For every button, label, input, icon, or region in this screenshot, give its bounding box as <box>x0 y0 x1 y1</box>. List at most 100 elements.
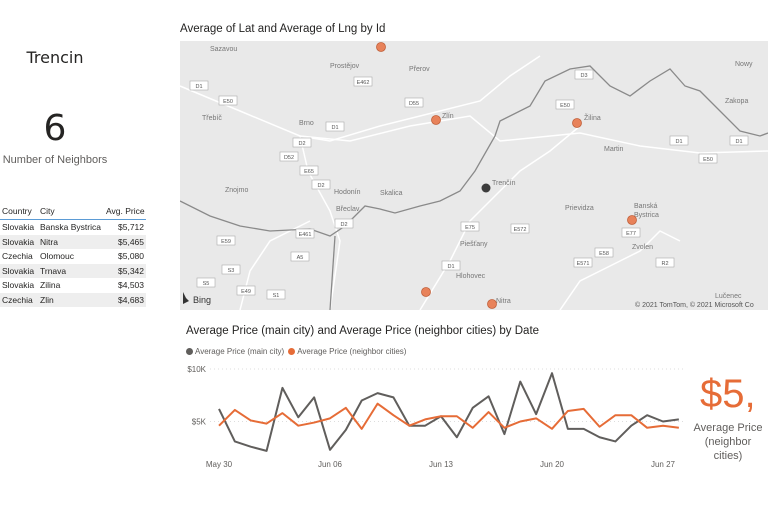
header-city[interactable]: City <box>40 206 55 216</box>
data-point[interactable] <box>359 426 365 432</box>
main-city-marker[interactable] <box>481 183 491 193</box>
road-shield: E50 <box>218 95 238 106</box>
neighbor-city-marker[interactable] <box>627 215 637 225</box>
data-point[interactable] <box>375 390 381 396</box>
data-point[interactable] <box>565 426 571 432</box>
road-shield: D3 <box>574 69 594 80</box>
data-point[interactable] <box>549 370 555 376</box>
svg-text:E462: E462 <box>357 80 370 86</box>
data-point[interactable] <box>533 415 539 421</box>
data-point[interactable] <box>549 426 555 432</box>
kpi-value: $5, <box>700 372 756 416</box>
data-point[interactable] <box>390 412 396 418</box>
line-chart-title: Average Price (main city) and Average Pr… <box>186 325 540 337</box>
data-point[interactable] <box>359 398 365 404</box>
data-point[interactable] <box>216 406 222 412</box>
data-point[interactable] <box>279 410 285 416</box>
neighbors-table: Country City Avg. Price Slovakia Banska B… <box>0 203 146 307</box>
header-country[interactable]: Country <box>2 206 32 216</box>
neighbor-city-marker[interactable] <box>376 42 386 52</box>
table-row[interactable]: Slovakia Banska Bystrica $5,712 <box>0 220 146 235</box>
data-point[interactable] <box>216 423 222 429</box>
map[interactable]: Sazavou Prostějov Přerov Třebíč Brno Zlín Žili… <box>179 41 768 311</box>
data-point[interactable] <box>311 420 317 426</box>
data-point[interactable] <box>454 434 460 440</box>
series-line-main[interactable] <box>218 372 679 452</box>
road-shield: E65 <box>299 165 319 176</box>
map-place-label: Lučenec <box>715 293 742 300</box>
data-point[interactable] <box>438 413 444 419</box>
data-point[interactable] <box>295 423 301 429</box>
road-shield: E59 <box>216 235 236 246</box>
table-row[interactable]: Slovakia Trnava $5,342 <box>0 263 146 278</box>
svg-text:E572: E572 <box>514 227 527 233</box>
data-point[interactable] <box>581 406 587 412</box>
svg-text:D1: D1 <box>675 139 682 145</box>
data-point[interactable] <box>676 416 682 422</box>
road-shield: D55 <box>404 97 424 108</box>
data-point[interactable] <box>612 438 618 444</box>
data-point[interactable] <box>628 412 634 418</box>
map-markers <box>376 42 637 309</box>
map-place-label: Prievidza <box>565 205 594 212</box>
table-row[interactable]: Slovakia Nitra $5,465 <box>0 234 146 249</box>
data-point[interactable] <box>343 427 349 433</box>
table-row[interactable]: Czechia Zlin $4,683 <box>0 292 146 307</box>
data-point[interactable] <box>517 379 523 385</box>
neighbor-city-marker[interactable] <box>487 299 497 309</box>
data-point[interactable] <box>644 425 650 431</box>
legend-item-neighbor[interactable]: Average Price (neighbor cities) <box>288 347 406 356</box>
data-point[interactable] <box>343 405 349 411</box>
data-point[interactable] <box>232 438 238 444</box>
table-row[interactable]: Czechia Olomouc $5,080 <box>0 249 146 264</box>
legend-dot-icon <box>288 348 296 355</box>
svg-text:D2: D2 <box>340 222 347 228</box>
neighbor-city-marker[interactable] <box>572 118 582 128</box>
data-point[interactable] <box>628 423 634 429</box>
data-point[interactable] <box>422 423 428 429</box>
x-tick-label: May 30 <box>206 460 233 469</box>
data-point[interactable] <box>232 407 238 413</box>
data-point[interactable] <box>406 423 412 429</box>
data-point[interactable] <box>248 444 254 450</box>
data-point[interactable] <box>279 385 285 391</box>
data-point[interactable] <box>375 401 381 407</box>
map-canvas[interactable]: Sazavou Prostějov Přerov Třebíč Brno Zlín Žili… <box>179 41 768 311</box>
data-point[interactable] <box>486 409 492 415</box>
data-point[interactable] <box>311 394 317 400</box>
data-point[interactable] <box>597 424 603 430</box>
data-point[interactable] <box>501 431 507 437</box>
data-point[interactable] <box>327 447 333 453</box>
series-line-neighbor[interactable] <box>218 402 679 430</box>
data-point[interactable] <box>470 405 476 411</box>
data-point[interactable] <box>612 412 618 418</box>
table-row[interactable]: Slovakia Zilina $4,503 <box>0 278 146 293</box>
svg-text:E65: E65 <box>304 169 314 175</box>
data-point[interactable] <box>676 425 682 431</box>
data-point[interactable] <box>295 414 301 420</box>
data-point[interactable] <box>486 393 492 399</box>
data-point[interactable] <box>422 416 428 422</box>
data-point[interactable] <box>517 419 523 425</box>
header-avg-price[interactable]: Avg. Price <box>106 206 145 216</box>
map-place-label: Banská <box>634 203 657 210</box>
data-point[interactable] <box>581 426 587 432</box>
data-point[interactable] <box>327 415 333 421</box>
data-point[interactable] <box>454 413 460 419</box>
data-point[interactable] <box>264 421 270 427</box>
data-point[interactable] <box>501 425 507 431</box>
data-point[interactable] <box>470 425 476 431</box>
neighbor-city-marker[interactable] <box>431 115 441 125</box>
neighbor-city-marker[interactable] <box>421 287 431 297</box>
legend-item-main[interactable]: Average Price (main city) <box>186 347 284 356</box>
data-point[interactable] <box>597 434 603 440</box>
data-point[interactable] <box>660 423 666 429</box>
road-shield: D1 <box>189 80 209 91</box>
data-point[interactable] <box>565 408 571 414</box>
data-point[interactable] <box>644 412 650 418</box>
data-point[interactable] <box>248 417 254 423</box>
line-chart[interactable]: $5K $10K May 30 Jun 06 Jun 13 Jun 20 Jun 27 <box>0 355 688 475</box>
data-point[interactable] <box>390 394 396 400</box>
x-tick-label: Jun 13 <box>429 460 454 469</box>
data-point[interactable] <box>264 448 270 454</box>
